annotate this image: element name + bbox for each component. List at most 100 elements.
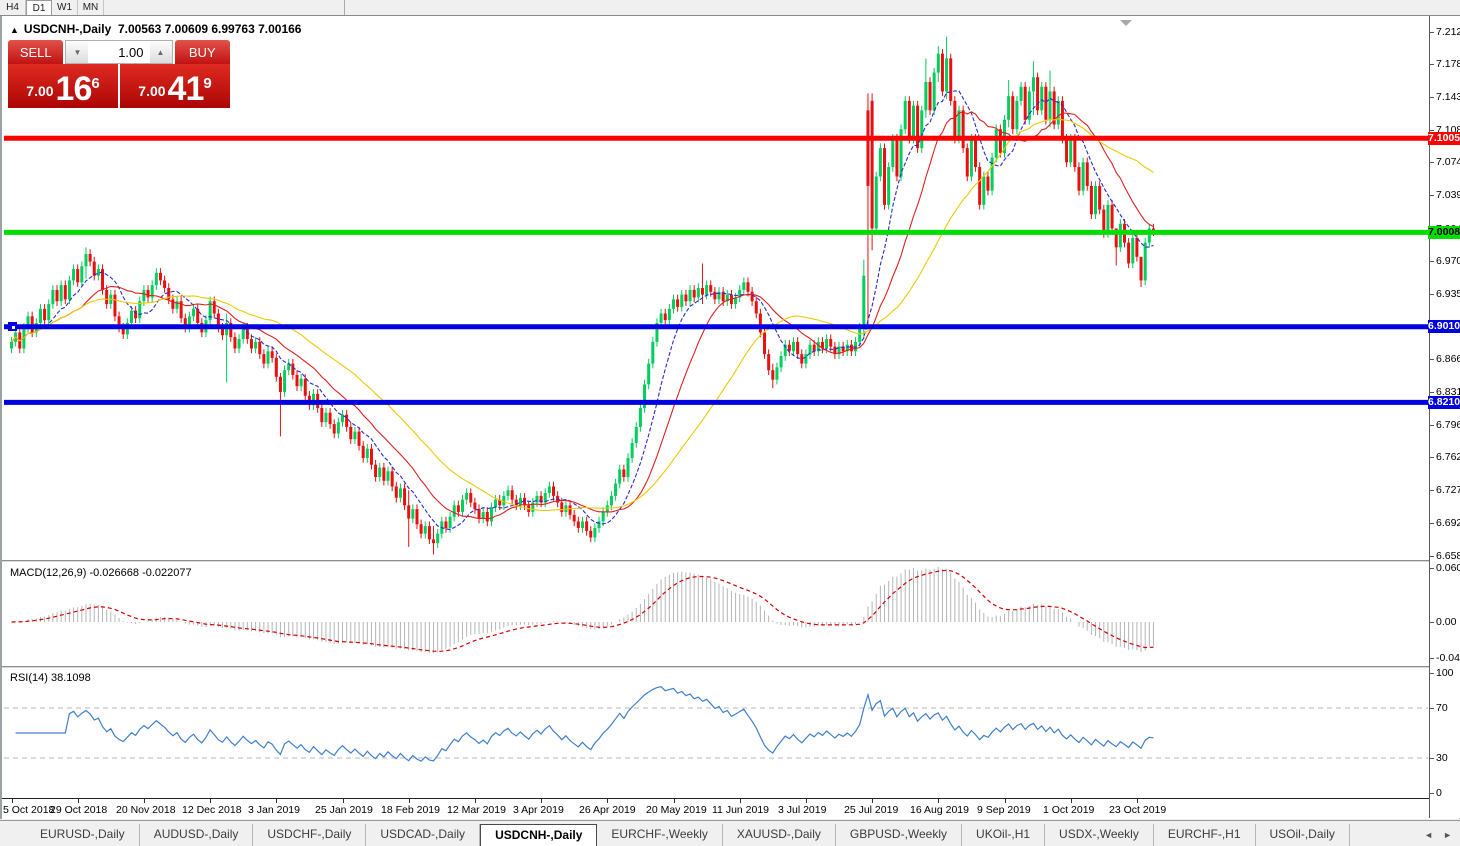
date-axis-label: 3 Jul 2019 xyxy=(778,804,827,816)
date-axis-label: 20 Nov 2018 xyxy=(116,804,176,816)
chart-window[interactable]: ▲ USDCNH-,Daily 7.00563 7.00609 6.99763 7… xyxy=(0,16,1460,819)
price-axis-label: 7.17890 xyxy=(1436,58,1460,70)
price-axis-label: 6.65890 xyxy=(1436,550,1460,562)
volume-decrease-icon[interactable]: ▼ xyxy=(66,41,89,63)
date-axis-label: 1 Oct 2019 xyxy=(1043,804,1095,816)
buy-price-button[interactable]: 7.00 41 9 xyxy=(120,64,230,108)
price-axis-label: 6.76290 xyxy=(1436,451,1460,463)
buy-price-pip: 9 xyxy=(203,75,212,92)
date-axis-label: 25 Jan 2019 xyxy=(315,804,373,816)
date-axis-tick xyxy=(343,799,344,803)
price-axis-label: 7.03990 xyxy=(1436,189,1460,201)
pane-separator[interactable] xyxy=(2,560,1429,563)
date-axis-label: 11 Jun 2019 xyxy=(712,804,770,816)
price-axis-label: 6.79690 xyxy=(1436,419,1460,431)
volume-input[interactable] xyxy=(88,41,150,63)
timeframe-button-d1[interactable]: D1 xyxy=(26,0,52,15)
price-axis-tick xyxy=(1430,392,1434,393)
chart-tab[interactable]: USDCNH-,Daily xyxy=(480,824,598,846)
price-axis-tick xyxy=(1430,32,1434,33)
chart-tab[interactable]: EURCHF-,Weekly xyxy=(597,824,723,846)
sell-price-big: 16 xyxy=(55,70,93,108)
timeframe-button-w1[interactable]: W1 xyxy=(52,0,78,15)
chart-tab[interactable]: USDCHF-,Daily xyxy=(253,824,367,846)
date-axis-label: 29 Oct 2018 xyxy=(50,804,108,816)
timeframe-button-mn[interactable]: MN xyxy=(78,0,104,15)
date-axis-tick xyxy=(541,799,542,803)
buy-price-big: 41 xyxy=(167,70,205,108)
chart-tab[interactable]: EURUSD-,Daily xyxy=(26,824,140,846)
chart-shift-marker-icon[interactable] xyxy=(1120,20,1132,26)
date-axis-label: 20 May 2019 xyxy=(646,804,707,816)
rsi-axis-label: 70 xyxy=(1436,702,1448,714)
date-axis-tick xyxy=(1005,799,1006,803)
price-level-badge: 7.10051 xyxy=(1428,132,1460,145)
price-axis-tick xyxy=(1430,457,1434,458)
chart-tab[interactable]: EURCHF-,H1 xyxy=(1154,824,1256,846)
chart-tab[interactable]: XAUUSD-,Daily xyxy=(723,824,836,846)
price-axis-tick xyxy=(1430,523,1434,524)
price-axis-tick xyxy=(1430,359,1434,360)
price-axis-label: 7.07490 xyxy=(1436,156,1460,168)
date-axis-tick xyxy=(1071,799,1072,803)
timeframe-button-h4[interactable]: H4 xyxy=(0,0,26,15)
chart-tab[interactable]: AUDUSD-,Daily xyxy=(140,824,254,846)
macd-label: MACD(12,26,9) -0.026668 -0.022077 xyxy=(10,567,192,579)
price-axis-tick xyxy=(1430,97,1434,98)
rsi-axis-tick xyxy=(1430,673,1434,674)
toolbar-separator xyxy=(344,0,345,15)
sell-button[interactable]: SELL xyxy=(8,40,64,64)
price-axis-label: 7.21290 xyxy=(1436,26,1460,38)
date-axis-separator xyxy=(2,798,1429,799)
chart-tab[interactable]: GBPUSD-,Weekly xyxy=(836,824,963,846)
price-axis-tick xyxy=(1430,490,1434,491)
date-axis-label: 9 Sep 2019 xyxy=(977,804,1031,816)
date-axis-tick xyxy=(1137,799,1138,803)
price-axis-label: 6.83190 xyxy=(1436,386,1460,398)
volume-increase-icon[interactable]: ▲ xyxy=(149,41,172,63)
date-axis-tick xyxy=(78,799,79,803)
buy-price-prefix: 7.00 xyxy=(138,83,166,99)
price-axis-tick xyxy=(1430,425,1434,426)
tabs-scroll-right-icon[interactable]: ► xyxy=(1443,830,1452,840)
date-axis-label: 25 Jul 2019 xyxy=(844,804,899,816)
date-axis-label: 12 Dec 2018 xyxy=(182,804,242,816)
macd-axis-tick xyxy=(1430,658,1434,659)
collapse-panel-icon[interactable]: ▲ xyxy=(10,25,19,35)
chart-tab[interactable]: USDX-,Weekly xyxy=(1045,824,1154,846)
price-axis xyxy=(1430,16,1460,818)
chart-tab[interactable]: USDCAD-,Daily xyxy=(366,824,481,846)
pane-separator[interactable] xyxy=(2,666,1429,669)
rsi-axis-label: 30 xyxy=(1436,752,1448,764)
rsi-label: RSI(14) 38.1098 xyxy=(10,672,91,684)
volume-box: ▼ ▲ xyxy=(65,40,173,64)
rsi-axis-tick xyxy=(1430,708,1434,709)
date-axis-tick xyxy=(12,799,13,803)
date-axis-label: 18 Feb 2019 xyxy=(381,804,440,816)
chart-tab-bar: EURUSD-,Daily AUDUSD-,Daily USDCHF-,Daily U… xyxy=(0,820,1460,846)
chart-symbol-label: USDCNH-,Daily xyxy=(23,22,112,36)
chart-tab[interactable]: UKOil-,H1 xyxy=(962,824,1046,846)
tabs-scroll-left-icon[interactable]: ◄ xyxy=(1424,830,1434,840)
date-axis-label: 3 Jan 2019 xyxy=(248,804,300,816)
chart-canvas[interactable] xyxy=(2,16,1460,819)
macd-axis-label: 0.060687 xyxy=(1436,562,1460,574)
chart-tab[interactable]: USOil-,Daily xyxy=(1256,824,1350,846)
price-axis-label: 6.93590 xyxy=(1436,288,1460,300)
sell-price-button[interactable]: 7.00 16 6 xyxy=(8,64,118,108)
date-axis-tick xyxy=(276,799,277,803)
trendline-anchor-marker[interactable] xyxy=(8,322,17,331)
date-axis-label: 26 Apr 2019 xyxy=(579,804,636,816)
price-level-badge: 7.00089 xyxy=(1428,226,1460,239)
buy-button[interactable]: BUY xyxy=(174,40,230,64)
date-axis-label: 23 Oct 2019 xyxy=(1109,804,1167,816)
price-level-badge: 6.90100 xyxy=(1428,320,1460,333)
price-axis-tick xyxy=(1430,556,1434,557)
date-axis-tick xyxy=(144,799,145,803)
date-axis-label: 5 Oct 2018 xyxy=(3,804,55,816)
rsi-axis-label: 0 xyxy=(1436,787,1442,799)
price-axis-label: 6.72790 xyxy=(1436,484,1460,496)
date-axis-tick xyxy=(938,799,939,803)
